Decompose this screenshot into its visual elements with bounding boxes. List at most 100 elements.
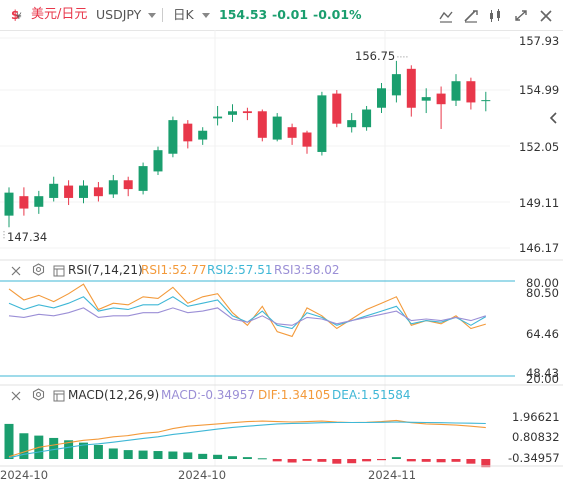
draw-line-icon[interactable] <box>437 8 455 24</box>
dea-line <box>8 421 486 459</box>
macd-bar <box>317 459 327 462</box>
chart-toolbar: $ ¥ 美元/日元 USDJPY 日K 154.53 -0.01 -0.01% <box>0 0 563 31</box>
macd-bar <box>49 437 59 459</box>
candle-body <box>93 187 103 197</box>
price-axis-label: 157.93 <box>519 34 560 48</box>
dif-value: DIF:1.34105 <box>258 388 331 402</box>
macd-bar <box>287 459 297 463</box>
macd-bar <box>4 423 14 459</box>
candle-body <box>183 123 193 142</box>
macd-bar <box>168 451 178 459</box>
eye-icon[interactable] <box>10 264 22 282</box>
macd-bar <box>123 450 133 459</box>
macd-bar <box>272 459 282 462</box>
rsi-name: RSI(7,14,21) <box>68 263 143 277</box>
candle-body <box>108 180 118 195</box>
indicator-menu-icon[interactable] <box>53 264 65 282</box>
low-price-label: 147.34 <box>7 230 48 244</box>
candle-body <box>377 88 386 108</box>
toolbar-divider <box>162 8 163 22</box>
macd-bar <box>406 459 416 462</box>
rsi-axis-label: 80.00 <box>526 276 559 290</box>
candle-settings-icon[interactable] <box>486 8 504 24</box>
macd-bar <box>64 440 74 459</box>
chevron-left-icon[interactable] <box>548 110 560 126</box>
macd-bar <box>153 451 163 459</box>
time-axis-label: 2024-11 <box>368 468 417 482</box>
price-axis-label: 152.05 <box>519 140 560 154</box>
macd-name: MACD(12,26,9) <box>68 388 160 402</box>
macd-bar <box>332 459 342 464</box>
macd-header: MACD(12,26,9) MACD:-0.34957 DIF:1.34105 … <box>0 386 563 404</box>
macd-bar <box>257 458 267 460</box>
macd-value: MACD:-0.34957 <box>161 388 255 402</box>
candle-body <box>332 93 342 124</box>
time-axis-label: 2024-10 <box>0 468 49 482</box>
candle-body <box>302 132 312 147</box>
dea-value: DEA:1.51584 <box>332 388 411 402</box>
chevron-down-icon[interactable] <box>148 0 156 30</box>
svg-text:$: $ <box>11 8 19 21</box>
pair-name[interactable]: 美元/日元 <box>31 7 88 22</box>
chart-area[interactable] <box>0 30 563 486</box>
candle-body <box>406 68 416 108</box>
candle-body <box>466 81 476 103</box>
macd-bar <box>183 452 193 459</box>
candle-body <box>362 109 372 128</box>
macd-bar <box>377 459 386 461</box>
candle-body <box>138 166 148 191</box>
rsi2-line <box>8 296 487 330</box>
last-price: 154.53 <box>219 7 268 22</box>
rsi-axis-label: 20.00 <box>526 372 559 386</box>
macd-lines <box>8 419 486 459</box>
rsi1-value: RSI1:52.77 <box>141 263 207 277</box>
chevron-down-icon[interactable] <box>202 0 210 30</box>
eye-icon[interactable] <box>10 389 22 407</box>
candle-body <box>347 120 357 128</box>
candle-body <box>49 183 59 198</box>
macd-bar <box>108 448 118 459</box>
macd-bar <box>362 459 372 462</box>
macd-bar <box>466 459 476 464</box>
candlestick-series <box>3 56 491 240</box>
settings-icon[interactable] <box>32 263 45 281</box>
close-icon[interactable] <box>537 8 555 24</box>
rsi-header: RSI(7,14,21) RSI1:52.77 RSI2:57.51 RSI3:… <box>0 261 563 279</box>
candle-body <box>421 97 431 101</box>
candle-body <box>213 116 223 119</box>
exchange-icon: $ ¥ <box>10 0 24 30</box>
macd-bar <box>421 459 431 462</box>
macd-bar <box>228 456 237 459</box>
candle-body <box>34 196 44 207</box>
candle-body <box>436 93 446 105</box>
rsi-series <box>8 283 487 338</box>
indicator-menu-icon[interactable] <box>53 389 65 407</box>
rsi3-line <box>8 307 486 326</box>
macd-bar <box>19 433 29 459</box>
symbol-label[interactable]: USDJPY <box>96 7 142 22</box>
macd-bar <box>138 450 148 459</box>
price-change-percent: -0.01% <box>313 7 362 22</box>
macd-bar <box>347 459 357 464</box>
chart-type-icon[interactable] <box>462 8 480 24</box>
macd-axis-label: 0.80832 <box>512 430 560 444</box>
macd-bar <box>302 459 312 461</box>
macd-bar <box>451 459 461 462</box>
fullscreen-icon[interactable] <box>512 8 530 24</box>
macd-axis-label: -0.34957 <box>508 451 560 465</box>
candle-body <box>123 180 133 190</box>
rsi-axis-label: 80.50 <box>526 286 559 300</box>
period-selector[interactable]: 日K <box>173 7 194 22</box>
panel-separators <box>0 259 563 467</box>
candle-body <box>64 185 74 198</box>
macd-bar <box>93 444 103 459</box>
candle-body <box>198 130 208 140</box>
price-axis-label: 154.99 <box>519 83 560 97</box>
candle-body <box>272 116 282 140</box>
settings-icon[interactable] <box>32 388 45 406</box>
rsi3-value: RSI3:58.02 <box>274 263 340 277</box>
macd-bar <box>198 453 208 459</box>
macd-bar <box>213 454 223 459</box>
rsi-axis-label: 48.43 <box>526 366 559 380</box>
rsi2-value: RSI2:57.51 <box>207 263 273 277</box>
